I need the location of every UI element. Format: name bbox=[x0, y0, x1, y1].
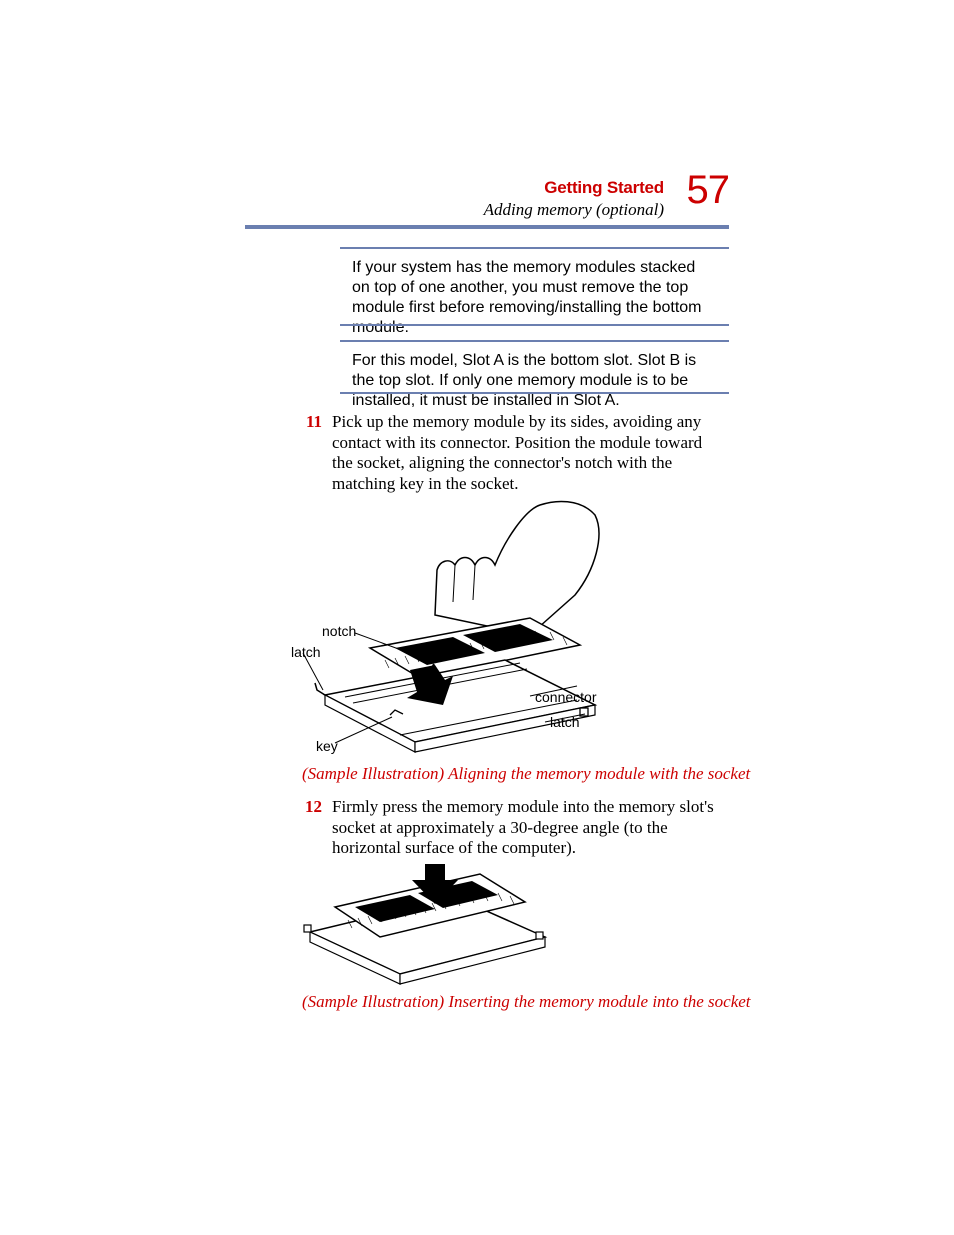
step-12: 12 Firmly press the memory module into t… bbox=[300, 797, 714, 859]
illustration-caption: (Sample Illustration) Inserting the memo… bbox=[302, 992, 751, 1012]
label-notch: notch bbox=[322, 623, 356, 639]
manual-page: 57 Getting Started Adding memory (option… bbox=[0, 0, 954, 1235]
divider-narrow bbox=[340, 247, 729, 249]
page-header: Getting Started Adding memory (optional) bbox=[484, 178, 664, 220]
step-11: 11 Pick up the memory module by its side… bbox=[300, 412, 714, 495]
divider-narrow bbox=[340, 324, 729, 326]
illustration-insert-module bbox=[300, 862, 560, 987]
label-latch-right: latch bbox=[550, 714, 580, 730]
step-text: Pick up the memory module by its sides, … bbox=[332, 412, 714, 495]
note-text: If your system has the memory modules st… bbox=[352, 258, 714, 338]
divider-wide bbox=[245, 225, 729, 229]
label-latch-left: latch bbox=[291, 644, 321, 660]
note-text: For this model, Slot A is the bottom slo… bbox=[352, 351, 714, 411]
divider-narrow bbox=[340, 392, 729, 394]
step-text: Firmly press the memory module into the … bbox=[332, 797, 714, 859]
illustration-caption: (Sample Illustration) Aligning the memor… bbox=[302, 764, 750, 784]
divider-narrow bbox=[340, 340, 729, 342]
section-title: Adding memory (optional) bbox=[484, 200, 664, 220]
label-key: key bbox=[316, 738, 338, 754]
step-number: 11 bbox=[298, 412, 322, 432]
chapter-title: Getting Started bbox=[484, 178, 664, 198]
page-number: 57 bbox=[687, 168, 730, 213]
label-connector: connector bbox=[535, 689, 596, 705]
step-number: 12 bbox=[298, 797, 322, 817]
